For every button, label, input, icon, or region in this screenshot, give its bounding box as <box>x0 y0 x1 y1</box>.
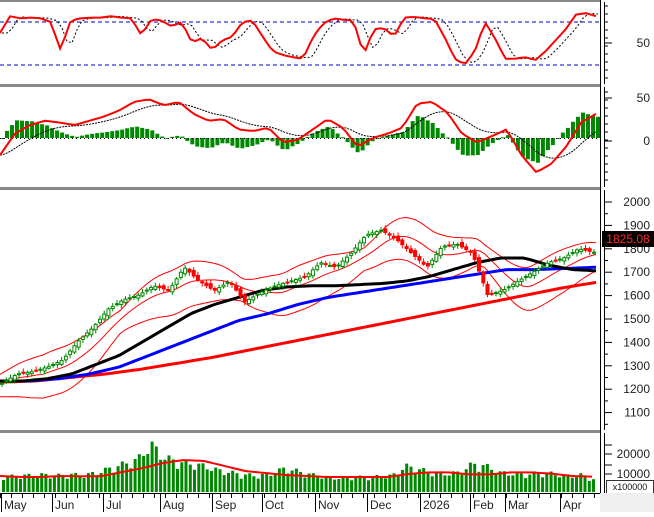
month-label: Aug <box>163 498 184 512</box>
price-panel <box>0 217 597 399</box>
ma-short-line <box>0 256 597 383</box>
month-axis[interactable]: May Jun Jul Aug Sep Oct Nov Dec 2026 Feb Mar Apr <box>0 494 595 512</box>
month-label: Dec <box>370 498 391 512</box>
right-axis: 5050020001900180017001600150014001300120… <box>604 2 650 493</box>
price-tick-label: 1400 <box>623 335 650 349</box>
price-tick-label: 1300 <box>623 359 650 373</box>
price-tick-label: 2000 <box>623 195 650 209</box>
month-label: May <box>4 498 27 512</box>
month-label: Oct <box>265 498 284 512</box>
macd-signal-line <box>0 103 597 159</box>
month-label: 2026 <box>423 498 450 512</box>
macd-line <box>0 98 597 173</box>
month-label: Sep <box>215 498 237 512</box>
macd-tick-label: 50 <box>637 91 651 105</box>
macd-histogram <box>0 112 600 163</box>
volume-tick-label: 10000 <box>617 467 651 481</box>
volume-unit-label: x100000 <box>606 480 654 494</box>
price-tick-label: 1500 <box>623 312 650 326</box>
bollinger-lower <box>0 258 597 399</box>
oscillator-signal-line <box>2 13 599 64</box>
axis-corner <box>600 493 654 512</box>
bollinger-upper <box>0 217 597 375</box>
oscillator-panel <box>0 12 600 66</box>
macd-panel <box>0 98 600 173</box>
month-label: Jun <box>55 498 74 512</box>
candlesticks <box>0 225 596 387</box>
ma-long-line <box>0 280 597 384</box>
month-label: Jul <box>106 498 121 512</box>
month-label: Mar <box>508 498 529 512</box>
volume-bars <box>2 441 595 492</box>
price-tick-label: 1200 <box>623 382 650 396</box>
price-tick-label: 1900 <box>623 218 650 232</box>
volume-panel <box>0 441 595 492</box>
price-tick-label: 1700 <box>623 265 650 279</box>
month-label: Feb <box>473 498 494 512</box>
month-label: Apr <box>563 498 582 512</box>
volume-ma-line <box>0 459 593 478</box>
panel-separators <box>0 0 601 512</box>
volume-tick-label: 20000 <box>617 447 651 461</box>
month-label: Nov <box>318 498 339 512</box>
price-tick-label: 1600 <box>623 289 650 303</box>
last-price-tag: 1825.08 <box>602 231 654 247</box>
ma-mid-line <box>0 265 597 383</box>
price-tick-label: 1100 <box>624 406 650 420</box>
osc-tick-label: 50 <box>637 36 651 50</box>
oscillator-line <box>0 12 597 65</box>
macd-tick-label: 0 <box>643 134 650 148</box>
